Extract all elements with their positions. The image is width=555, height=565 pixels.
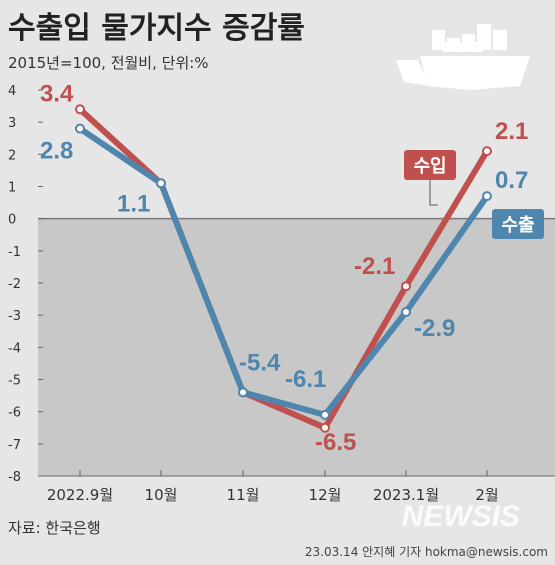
x-tick-label: 2023.1월 [373,486,439,504]
data-point-수입 [320,422,330,433]
y-tick-label: -6 [8,406,21,421]
data-point-수출 [75,123,85,134]
data-point-수입 [482,146,492,157]
legend-tag-수출 [492,209,544,239]
data-label-수입: 3.4 [40,80,74,107]
data-label-수입: -2.1 [354,253,395,280]
y-tick-label: 3 [8,116,16,131]
negative-region [38,218,555,476]
x-tick-label: 2022.9월 [47,486,113,504]
y-tick-label: 4 [8,84,16,99]
y-tick-label: -3 [8,309,21,324]
data-point-수입 [401,281,411,292]
watermark: NEWSIS [402,500,520,533]
y-tick-label: 0 [8,213,16,228]
y-tick-label: 2 [8,148,16,163]
y-tick-label: -8 [8,470,21,485]
y-tick-label: -2 [8,277,21,292]
chart-subtitle: 2015년=100, 전월비, 단위:% [8,54,209,72]
legend-tag-수입 [404,150,456,180]
data-label-수입: -6.5 [315,429,356,456]
data-point-수출 [156,178,166,189]
data-label-수출: -5.4 [239,349,281,376]
data-label-수출: -6.1 [285,366,326,393]
series-line-수출 [77,125,490,418]
data-label-수출: -2.9 [414,315,455,342]
x-tick-label: 2월 [475,486,498,504]
x-tick-label: 10월 [145,486,178,504]
legend-leader [429,180,438,206]
legend-label-수출: 수출 [501,215,534,236]
y-tick-label: -4 [8,341,21,356]
x-tick-label: 11월 [227,486,260,504]
data-point-수출 [401,306,411,317]
x-tick-label: 12월 [309,486,342,504]
source-note: 자료: 한국은행 [8,519,101,537]
data-point-수입 [75,104,85,115]
legend-label-수입: 수입 [413,155,446,177]
data-point-수출 [482,191,492,202]
data-point-수출 [320,409,330,420]
y-tick-label: -1 [8,245,21,260]
data-label-수입: 2.1 [495,118,528,145]
data-label-수출: 1.1 [117,190,150,217]
chart-title: 수출입 물가지수 증감률 [8,11,305,46]
cargo-ship-icon [396,24,530,90]
data-label-수출: 0.7 [495,167,528,194]
byline: 23.03.14 안지혜 기자 hokma@newsis.com [305,545,548,559]
data-label-수출: 2.8 [40,138,73,165]
y-tick-label: 1 [8,181,16,196]
data-point-수출 [238,387,248,398]
y-tick-label: -5 [8,374,21,389]
y-tick-label: -7 [8,438,21,453]
